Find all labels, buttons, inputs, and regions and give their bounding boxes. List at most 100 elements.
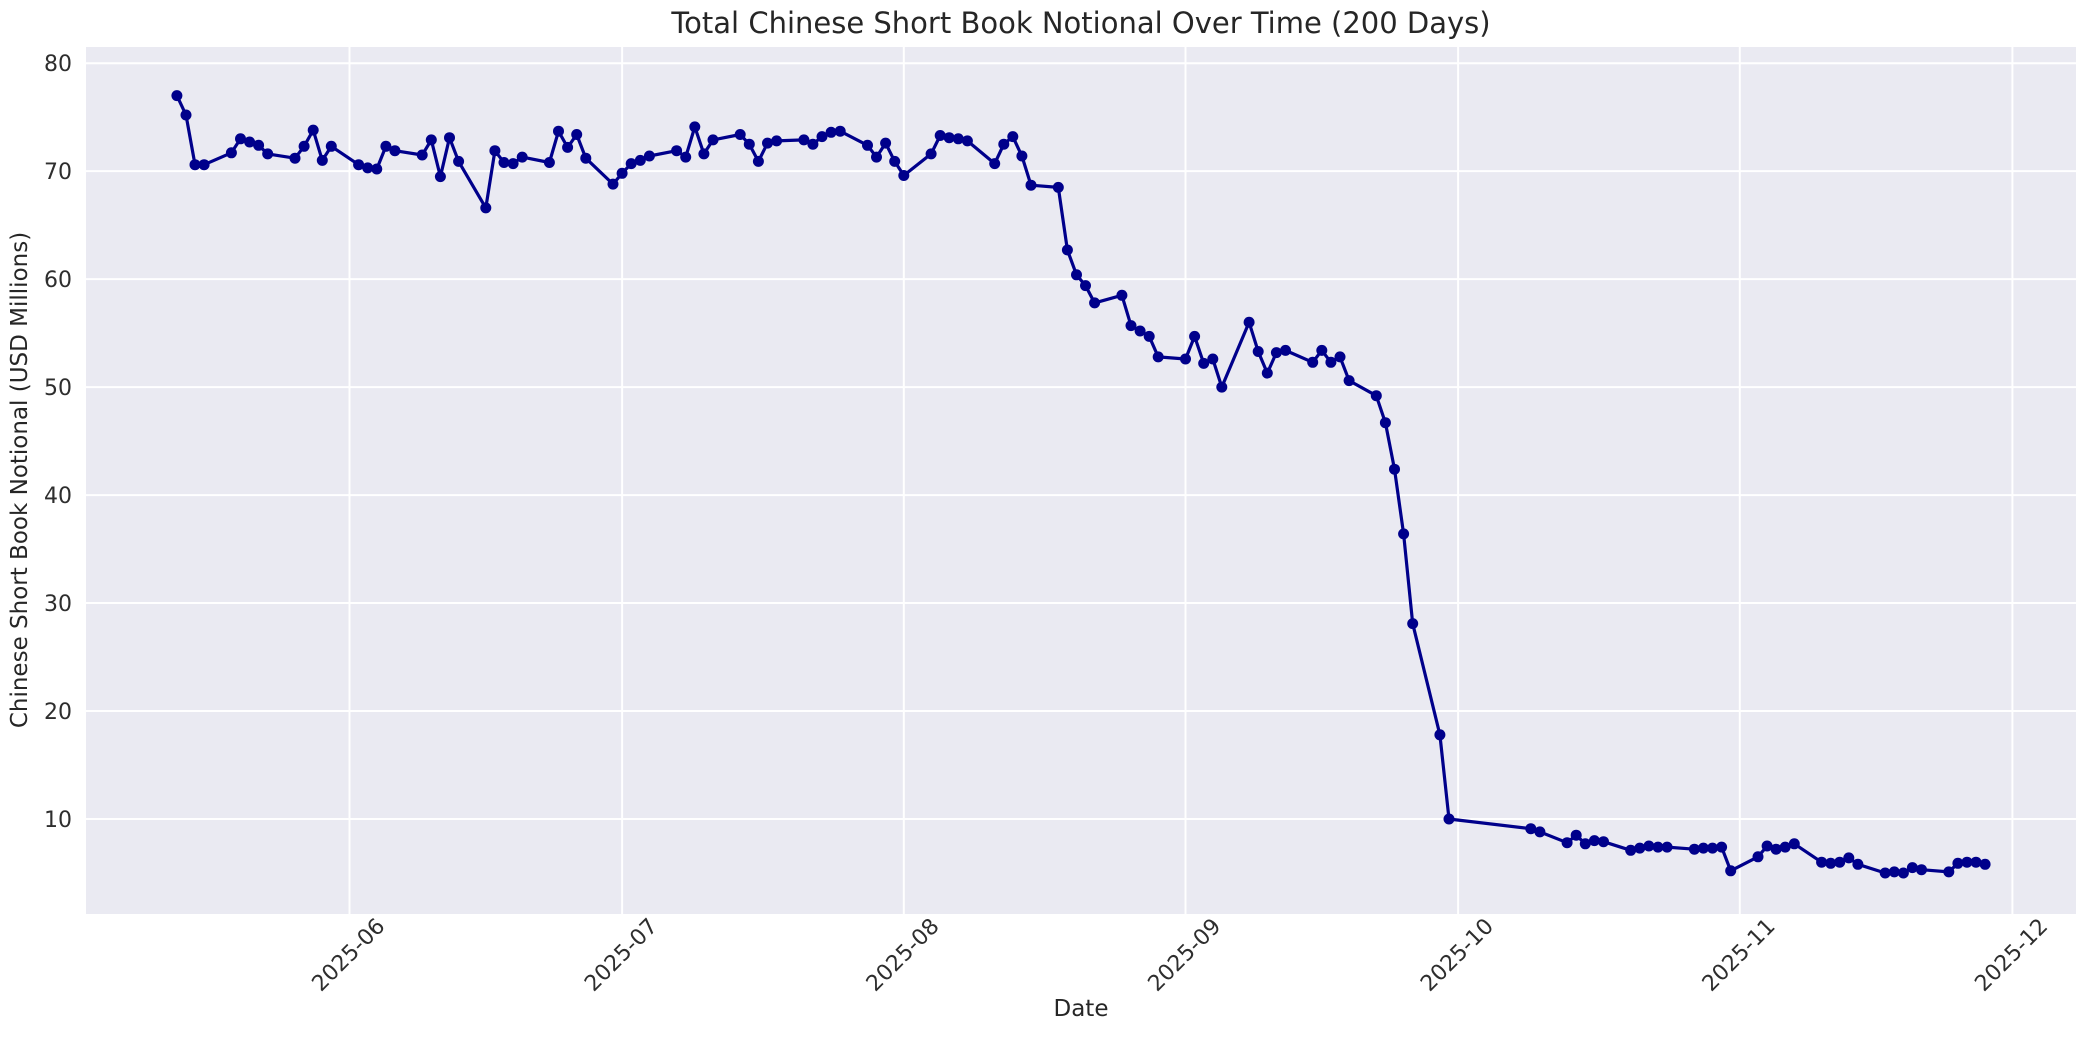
y-tick-label: 40 [44,484,72,509]
data-point [889,155,901,167]
x-tick-label: 2025-10 [1416,914,1499,997]
data-point [434,171,446,183]
data-point [1716,841,1728,853]
data-point [1343,375,1355,387]
data-point [1952,857,1964,869]
data-point [825,126,837,138]
data-point [1089,297,1101,309]
data-point [1525,823,1537,835]
data-point [1643,840,1655,852]
data-point [743,138,755,150]
data-point [262,148,274,160]
data-point [943,132,955,144]
x-tick-label: 2025-08 [862,914,945,997]
data-point [1970,856,1982,868]
data-point [1025,179,1037,191]
data-point [198,159,210,171]
y-tick-label: 20 [44,700,72,725]
data-point [1143,330,1155,342]
data-point [1725,865,1737,877]
data-point [762,137,773,149]
plot-area [86,47,2076,914]
data-point [1134,325,1146,337]
data-point [734,129,746,140]
x-tick-label: 2025-09 [1144,914,1227,997]
data-point [516,151,528,163]
data-point [225,147,237,159]
data-point [1570,829,1582,841]
data-point [189,159,201,171]
data-point [371,163,383,175]
data-point [171,90,183,102]
x-tick-label: 2025-07 [580,914,663,997]
data-point [1125,320,1137,332]
data-point [752,155,764,167]
data-point [325,140,337,152]
data-point [1379,417,1391,429]
data-point [1252,346,1264,357]
data-point [1770,843,1782,855]
data-point [298,140,310,152]
data-points [171,90,1991,879]
data-point [362,162,374,174]
data-point [553,125,564,137]
data-point [1334,351,1346,363]
data-point [698,148,710,160]
x-tick-label: 2025-11 [1698,914,1781,997]
data-point [1198,357,1210,369]
data-point [1843,852,1855,864]
data-point [489,145,501,157]
data-point [425,134,437,146]
data-point [1398,528,1410,540]
data-point [1943,866,1955,878]
data-point [1370,390,1382,402]
data-point [952,133,964,145]
y-tick-label: 50 [44,376,72,401]
data-point [1752,851,1764,863]
data-point [1788,838,1800,850]
data-point [634,154,646,166]
data-point [1534,826,1546,838]
y-tick-label: 70 [44,160,72,185]
data-point [1180,353,1191,365]
data-point [580,152,592,164]
data-point [1834,856,1846,868]
data-point [816,131,828,143]
data-point [507,158,519,170]
data-point [1852,858,1864,870]
data-point [1661,841,1673,853]
data-point [1189,330,1201,342]
data-point [353,159,365,171]
chart-title: Total Chinese Short Book Notional Over T… [670,6,1490,40]
data-point [180,109,192,121]
data-point [1707,842,1718,854]
data-point [480,202,492,214]
data-point [571,129,583,140]
x-axis-label: Date [1054,996,1109,1022]
y-tick-label: 80 [44,52,72,77]
data-point [389,145,401,157]
data-point [689,121,701,133]
data-point [1897,867,1909,879]
data-point [1071,269,1082,281]
data-point [1389,463,1400,475]
data-point [871,151,882,163]
data-point [1443,813,1455,825]
y-tick-label: 60 [44,268,72,293]
data-point [1888,866,1900,878]
data-point [998,138,1010,150]
data-point [1016,150,1028,162]
x-tick-label: 2025-12 [1970,914,2053,997]
data-point [380,140,392,152]
y-axis-label: Chinese Short Book Notional (USD Million… [7,232,33,728]
x-tick-label: 2025-06 [308,914,391,997]
data-point [1007,131,1019,143]
data-point [1216,381,1228,393]
data-point [1407,618,1419,630]
data-point [807,138,819,150]
data-point [453,155,465,167]
data-point [1816,856,1828,868]
data-point [1261,367,1273,379]
